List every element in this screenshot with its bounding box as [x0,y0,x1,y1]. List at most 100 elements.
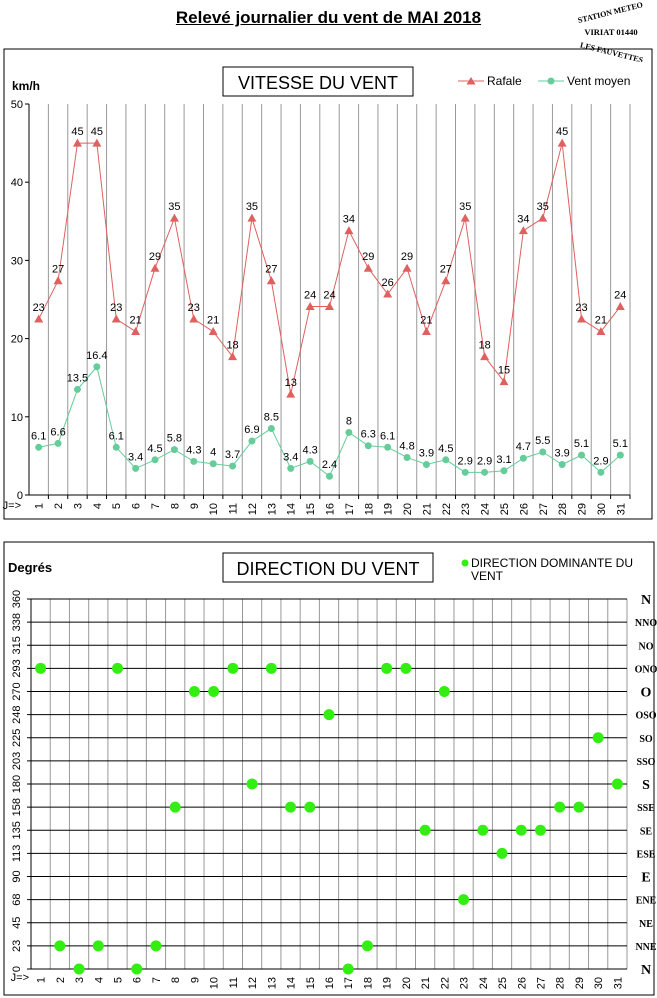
speed-ytick-label: 30 [11,255,23,267]
rafale-point [557,138,567,147]
rafale-point [53,276,63,285]
rafale-data-label: 35 [537,201,549,213]
rafale-point [421,327,431,336]
rafale-data-label: 35 [168,201,180,213]
rafale-data-label: 23 [188,302,200,314]
vent-moyen-data-label: 3.4 [283,451,298,463]
vent-moyen-data-label: 4.7 [516,441,531,453]
vent-moyen-data-label: 5.5 [535,435,550,447]
vent-moyen-data-label: 5.8 [167,433,182,445]
rafale-point [577,314,587,323]
speed-xtick-label: 4 [92,503,104,509]
vent-moyen-point [54,439,62,447]
rafale-data-label: 45 [91,126,103,138]
speed-ytick-label: 50 [11,99,23,111]
vent-moyen-data-label: 5.1 [574,438,589,450]
speed-xtick-label: 22 [441,503,453,515]
vent-moyen-data-label: 4.5 [438,443,453,455]
rafale-point [208,327,218,336]
speed-xtick-label: 3 [72,503,84,509]
vent-moyen-data-label: 8 [346,415,352,427]
vent-moyen-data-label: 2.9 [477,455,492,467]
speed-chart-frame [3,48,653,520]
vent-moyen-data-label: 2.9 [458,455,473,467]
speed-xtick-label: 10 [208,503,220,515]
vent-moyen-point [229,462,237,470]
rafale-data-label: 27 [265,264,277,276]
vent-moyen-data-label: 5.1 [613,438,628,450]
vent-moyen-data-label: 3.1 [496,454,511,466]
vent-moyen-point [578,451,586,459]
rafale-point [266,276,276,285]
legend-rafale-marker [466,77,476,85]
speed-xtick-label: 30 [596,503,608,515]
speed-xtick-label: 24 [480,503,492,515]
rafale-point [402,263,412,272]
rafale-point [460,213,470,222]
rafale-point [150,263,160,272]
rafale-point [538,213,548,222]
rafale-point [111,314,121,323]
rafale-data-label: 27 [440,264,452,276]
speed-xtick-label: 21 [421,503,433,515]
rafale-point [615,302,625,311]
speed-xtick-label: 27 [538,503,550,515]
legend-vent-label: Vent moyen [567,74,630,88]
rafale-point [189,314,199,323]
rafale-data-label: 35 [459,201,471,213]
vent-moyen-data-label: 6.1 [31,430,46,442]
vent-moyen-data-label: 3.9 [554,448,569,460]
speed-xtick-label: 5 [111,503,123,509]
rafale-data-label: 24 [323,290,335,302]
speed-xtick-label: 1 [34,503,46,509]
rafale-point [34,314,44,323]
vent-moyen-data-label: 16.4 [86,350,107,362]
speed-ytick-label: 0 [17,490,23,502]
rafale-data-label: 45 [71,126,83,138]
rafale-point [441,276,451,285]
vent-moyen-point [267,425,275,433]
speed-xtick-label: 31 [615,503,627,515]
rafale-point [499,377,509,386]
vent-moyen-data-label: 6.1 [109,430,124,442]
speed-xtick-label: 6 [131,503,143,509]
legend-vent-marker [547,77,555,85]
vent-moyen-point [519,454,527,462]
speed-ytick-label: 10 [11,412,23,424]
speed-xtick-label: 15 [305,503,317,515]
rafale-point [247,213,257,222]
speed-xtick-label: 8 [169,503,181,509]
rafale-data-label: 23 [575,302,587,314]
rafale-point [169,213,179,222]
rafale-data-label: 18 [226,340,238,352]
rafale-data-label: 24 [304,290,316,302]
vent-moyen-point [209,460,217,468]
vent-moyen-point [190,457,198,465]
vent-moyen-point [442,456,450,464]
speed-xtick-label: 7 [150,503,162,509]
vent-moyen-data-label: 6.1 [380,430,395,442]
vent-moyen-point [132,464,140,472]
speed-ylabel: km/h [12,79,40,93]
rafale-point [325,302,334,311]
speed-xtick-label: 14 [286,503,298,515]
vent-moyen-data-label: 6.3 [361,429,376,441]
vent-moyen-point [403,453,411,461]
stamp-line-2: VIRIAT 01440 [584,27,637,37]
speed-xtick-label: 13 [266,503,278,515]
speed-ytick-label: 20 [11,334,23,346]
speed-ytick-label: 40 [11,177,23,189]
rafale-point [131,327,141,336]
rafale-data-label: 27 [52,264,64,276]
vent-moyen-data-label: 3.7 [225,449,240,461]
speed-xtick-label: 23 [460,503,472,515]
rafale-point [518,226,528,235]
vent-moyen-data-label: 2.9 [593,455,608,467]
vent-moyen-point [287,464,295,472]
speed-xtick-label: 29 [577,503,589,515]
vent-moyen-data-label: 8.5 [264,412,279,424]
vent-moyen-point [539,448,547,456]
speed-xtick-label: 9 [189,503,201,509]
rafale-point [596,327,606,336]
vent-moyen-data-label: 3.4 [128,451,143,463]
